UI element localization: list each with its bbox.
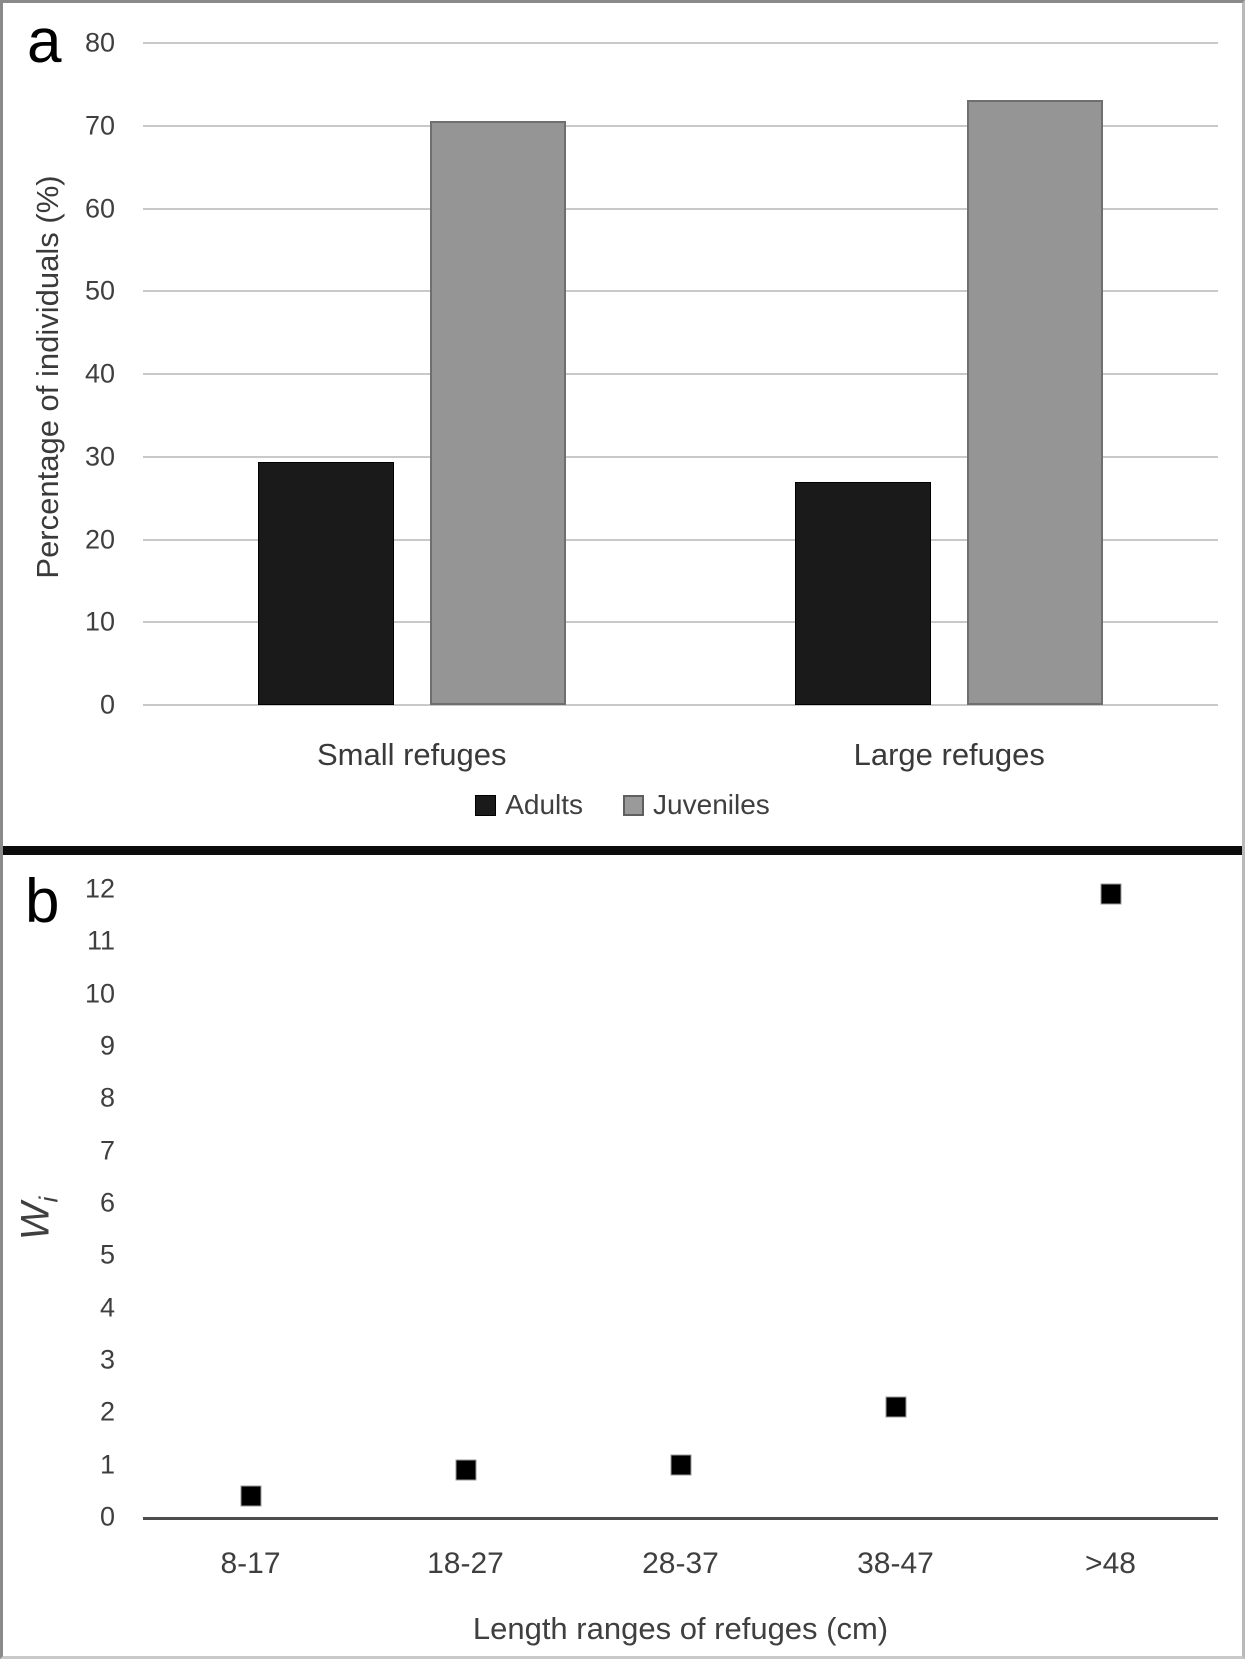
gridline-10 — [143, 621, 1218, 624]
y-tick-30: 30 — [84, 441, 115, 472]
panel-divider — [3, 846, 1242, 855]
category-label-b-0: 8-17 — [220, 1547, 281, 1580]
data-point-28-37 — [670, 1454, 691, 1476]
y-tick-10: 10 — [84, 606, 115, 637]
data-point-8-17 — [240, 1485, 261, 1507]
y-tick-0: 0 — [99, 689, 115, 720]
panel-a-y-tick-labels: 0 10 20 30 40 50 60 70 80 — [3, 28, 125, 720]
category-label-b-1: 18-27 — [427, 1547, 504, 1580]
gridline-70 — [143, 124, 1218, 127]
panel-a-legend: Adults Juveniles — [3, 789, 1242, 821]
data-point-38-47 — [885, 1396, 906, 1418]
panel-a-label: a — [27, 7, 62, 76]
bar-juveniles-1 — [967, 100, 1104, 705]
y-tick-b-11: 11 — [86, 925, 115, 956]
panel-b-label: b — [25, 867, 60, 936]
bar-juveniles-0 — [429, 120, 566, 705]
gridline-20 — [143, 538, 1218, 541]
y-tick-70: 70 — [84, 110, 115, 141]
y-tick-60: 60 — [84, 193, 115, 223]
data-point-18-27 — [455, 1459, 476, 1481]
legend-label-adults: Adults — [505, 789, 584, 820]
panel-b-y-tick-labels: 0 1 2 3 4 5 6 7 8 9 10 11 12 — [3, 855, 125, 1532]
panel-b-category-labels: 8-17 18-27 28-37 38-47 >48 — [143, 1527, 1218, 1581]
y-tick-b-9: 9 — [99, 1030, 115, 1061]
juveniles-swatch-icon — [623, 794, 645, 816]
y-tick-50: 50 — [84, 275, 115, 306]
gridline-30 — [143, 455, 1218, 458]
data-point->48 — [1100, 883, 1121, 905]
panel-b-plot-area — [143, 855, 1218, 1520]
y-tick-20: 20 — [84, 524, 115, 554]
legend-label-juveniles: Juveniles — [653, 789, 770, 820]
y-tick-b-8: 8 — [99, 1082, 115, 1113]
category-label-0: Small refuges — [316, 737, 507, 772]
bar-group-0 — [143, 43, 681, 705]
gridline-80 — [143, 42, 1218, 44]
legend-item-juveniles: Juveniles — [623, 789, 770, 821]
category-label-b-2: 28-37 — [642, 1547, 719, 1580]
panel-b-scatter-chart: b Wi 0 1 2 3 4 5 6 7 8 9 10 11 12 8-17 18-27 28-37 38-4… — [3, 855, 1242, 1656]
y-tick-b-3: 3 — [99, 1344, 115, 1375]
category-label-b-3: 38-47 — [857, 1547, 934, 1580]
y-tick-40: 40 — [84, 358, 115, 389]
y-tick-b-12: 12 — [84, 873, 115, 904]
panel-a-plot-area — [143, 42, 1218, 706]
panel-a-bars — [143, 43, 1218, 705]
y-tick-b-5: 5 — [99, 1239, 115, 1270]
legend-item-adults: Adults — [475, 789, 583, 821]
bar-adults-1 — [795, 482, 932, 705]
category-label-1: Large refuges — [853, 737, 1045, 772]
y-tick-b-1: 1 — [99, 1449, 115, 1480]
panel-b-x-axis-title: Length ranges of refuges (cm) — [472, 1611, 889, 1646]
category-label-b-4: >48 — [1085, 1547, 1136, 1580]
bar-group-1 — [681, 43, 1219, 705]
panel-a-category-labels: Small refuges Large refuges — [143, 705, 1218, 773]
y-tick-b-6: 6 — [99, 1187, 115, 1218]
y-tick-b-4: 4 — [99, 1292, 115, 1323]
y-tick-b-2: 2 — [99, 1396, 115, 1427]
panel-a-bar-chart: a Percentage of individuals (%) 0 10 20 30 4… — [3, 3, 1242, 846]
bar-adults-0 — [257, 461, 394, 705]
gridline-40 — [143, 373, 1218, 375]
y-tick-80: 80 — [84, 27, 115, 58]
y-tick-b-10: 10 — [84, 978, 115, 1009]
y-tick-b-7: 7 — [99, 1135, 115, 1166]
gridline-50 — [143, 290, 1218, 293]
gridline-60 — [143, 207, 1218, 210]
gridline-0 — [143, 704, 1218, 706]
adults-swatch-icon — [475, 794, 497, 816]
y-tick-b-0: 0 — [99, 1501, 115, 1532]
